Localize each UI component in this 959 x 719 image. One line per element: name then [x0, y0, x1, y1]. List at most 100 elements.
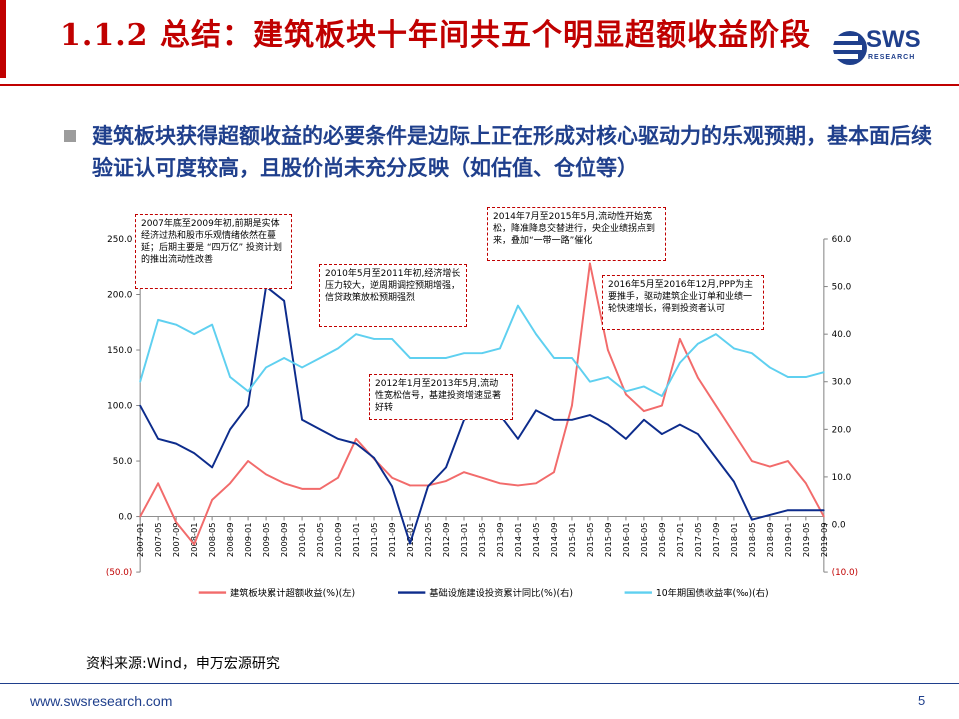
series-point-2	[319, 357, 321, 359]
series-point-2	[157, 319, 159, 321]
x-tick-label: 2008-01	[189, 522, 199, 557]
series-point-0	[175, 521, 177, 523]
left-tick-label: 50.0	[113, 457, 133, 467]
left-tick-label: 150.0	[107, 346, 132, 356]
series-point-2	[535, 333, 537, 335]
series-point-2	[697, 342, 699, 345]
series-point-1	[571, 419, 573, 421]
series-point-2	[193, 333, 195, 335]
series-point-1	[193, 452, 195, 454]
x-tick-label: 2015-05	[585, 522, 595, 557]
series-point-2	[589, 380, 591, 383]
series-point-2	[463, 352, 465, 354]
title-divider	[0, 84, 959, 86]
series-point-2	[553, 357, 555, 359]
series-point-0	[823, 515, 825, 518]
series-point-0	[481, 476, 483, 479]
sws-logo-mark-icon	[828, 31, 867, 65]
series-point-1	[247, 404, 249, 407]
series-point-2	[427, 357, 429, 359]
logo-subtext: RESEARCH	[868, 54, 916, 61]
series-point-2	[499, 347, 501, 350]
series-point-0	[679, 338, 681, 340]
x-tick-label: 2014-09	[549, 522, 559, 557]
series-point-1	[229, 428, 231, 431]
series-point-0	[193, 543, 195, 546]
series-point-2	[625, 390, 627, 393]
x-tick-label: 2008-09	[225, 522, 235, 557]
series-point-0	[229, 482, 231, 485]
series-point-0	[265, 473, 267, 476]
series-point-2	[643, 385, 645, 388]
series-point-1	[373, 457, 375, 459]
annotation-2012-2013: 2012年1月至2013年5月,流动性宽松信号，基建投资增速显著好转	[369, 374, 513, 420]
series-point-2	[805, 376, 807, 378]
series-point-0	[445, 480, 447, 482]
x-tick-label: 2009-05	[261, 522, 271, 557]
x-tick-label: 2016-05	[639, 522, 649, 557]
series-point-1	[805, 509, 807, 511]
x-tick-label: 2010-09	[333, 522, 343, 557]
annotation-2007-2009: 2007年底至2009年初,前期是实体经济过热和股市乐观情绪依然在蔓延；后期主要…	[135, 214, 292, 289]
series-point-0	[643, 410, 645, 412]
series-point-2	[607, 376, 609, 378]
series-point-1	[319, 428, 321, 431]
series-point-2	[517, 304, 519, 307]
footer-divider	[0, 683, 959, 684]
series-point-2	[175, 323, 177, 326]
series-point-2	[409, 357, 411, 359]
right-tick-label: 30.0	[832, 378, 852, 388]
series-point-2	[679, 361, 681, 364]
series-point-1	[301, 419, 303, 421]
x-tick-label: 2018-05	[747, 522, 757, 557]
series-point-1	[553, 419, 555, 421]
x-tick-label: 2012-05	[423, 522, 433, 557]
x-tick-label: 2013-05	[477, 522, 487, 557]
series-point-2	[373, 338, 375, 340]
series-point-1	[535, 409, 537, 412]
x-tick-label: 2018-01	[729, 522, 739, 557]
x-tick-label: 2014-05	[531, 522, 541, 557]
legend-label-2: 10年期国债收益率(‰)(右)	[656, 587, 769, 599]
series-point-2	[229, 376, 231, 378]
series-point-1	[769, 514, 771, 516]
series-point-0	[409, 484, 411, 487]
legend-label-0: 建筑板块累计超额收益(%)(左)	[230, 587, 355, 599]
x-tick-label: 2007-05	[153, 522, 163, 557]
bullet-square-icon	[64, 130, 76, 142]
left-tick-label: (50.0)	[106, 568, 132, 578]
series-point-0	[355, 438, 357, 440]
series-point-1	[355, 442, 357, 445]
logo-text: SWS	[866, 26, 921, 53]
left-tick-label: 200.0	[107, 290, 132, 300]
x-tick-label: 2017-09	[711, 522, 721, 557]
series-point-1	[427, 485, 429, 488]
series-point-1	[661, 433, 663, 435]
series-point-0	[625, 393, 627, 396]
series-point-1	[589, 414, 591, 416]
series-point-1	[823, 509, 825, 511]
series-point-0	[301, 488, 303, 490]
series-point-0	[661, 404, 663, 407]
right-tick-label: 60.0	[832, 235, 852, 245]
series-point-2	[283, 357, 285, 359]
series-point-1	[445, 466, 447, 469]
series-point-0	[319, 488, 321, 490]
x-tick-label: 2012-09	[441, 522, 451, 557]
series-point-0	[733, 432, 735, 435]
series-point-1	[715, 457, 717, 459]
x-tick-label: 2010-01	[297, 522, 307, 557]
x-tick-label: 2007-01	[135, 522, 145, 557]
series-point-0	[787, 460, 789, 462]
left-tick-label: 250.0	[107, 235, 132, 245]
x-tick-label: 2015-01	[567, 522, 577, 557]
x-tick-label: 2010-05	[315, 522, 325, 557]
series-point-1	[337, 438, 339, 440]
footer-url[interactable]: www.swsresearch.com	[30, 693, 173, 709]
series-point-1	[679, 423, 681, 426]
x-tick-label: 2016-01	[621, 522, 631, 557]
sws-logo: SWS RESEARCH	[828, 26, 948, 72]
x-tick-label: 2016-09	[657, 522, 667, 557]
series-point-0	[391, 476, 393, 479]
x-tick-label: 2017-05	[693, 522, 703, 557]
